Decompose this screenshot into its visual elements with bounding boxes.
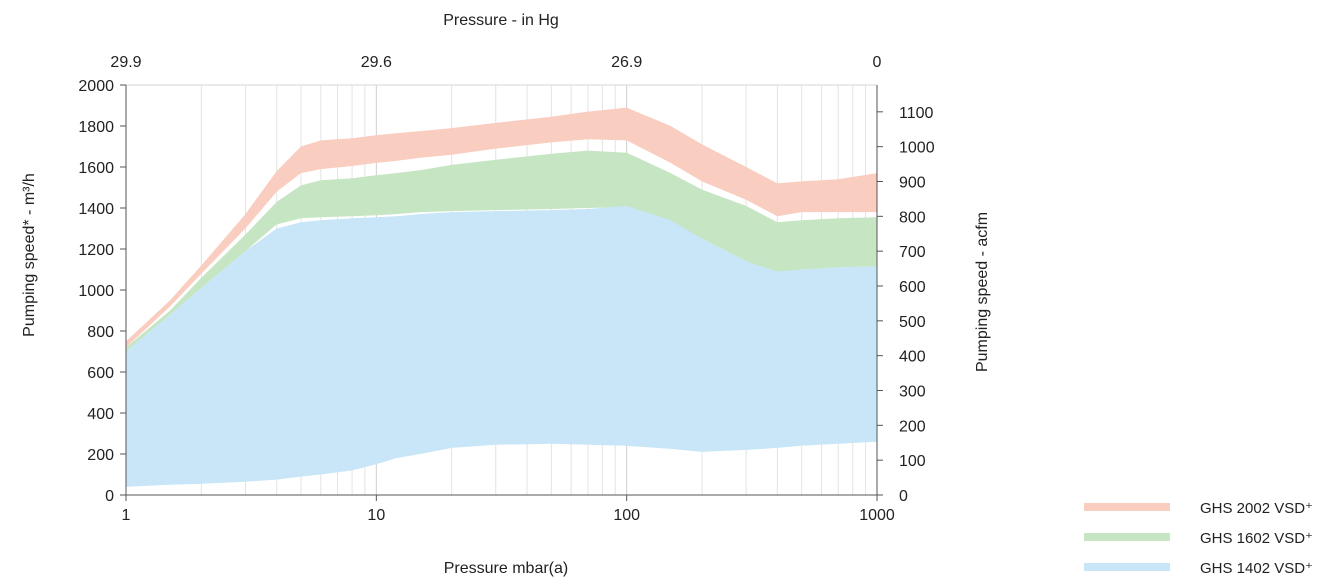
x-axis-title: Pressure mbar(a) xyxy=(444,560,568,577)
top-axis-title: Pressure - in Hg xyxy=(443,12,559,29)
x-tick-label: 100 xyxy=(613,507,640,524)
legend-label: GHS 2002 VSD⁺ xyxy=(1200,500,1313,517)
legend-label: GHS 1402 VSD⁺ xyxy=(1200,560,1313,577)
y-left-tick-label: 1400 xyxy=(78,201,114,218)
x2-tick-label: 0 xyxy=(873,54,882,71)
y-left-tick-label: 0 xyxy=(105,488,114,505)
y-axis-right-title: Pumping speed - acfm xyxy=(974,212,991,372)
x2-tick-label: 29.6 xyxy=(361,54,392,71)
x-tick-label: 1000 xyxy=(859,507,895,524)
y-left-tick-label: 1000 xyxy=(78,283,114,300)
y-right-tick-label: 900 xyxy=(899,174,926,191)
area-series-2 xyxy=(126,150,877,352)
legend: GHS 2002 VSD⁺ GHS 1602 VSD⁺ GHS 1402 VSD⁺ xyxy=(1084,500,1313,577)
y-right-tick-label: 1000 xyxy=(899,140,935,157)
y-right-tick-label: 200 xyxy=(899,418,926,435)
y-left-tick-label: 800 xyxy=(87,324,114,341)
y-left-tick-label: 200 xyxy=(87,447,114,464)
y-right-tick-label: 400 xyxy=(899,349,926,366)
y-left-tick-label: 600 xyxy=(87,365,114,382)
area-series-1 xyxy=(126,107,877,348)
x2-tick-label: 26.9 xyxy=(611,54,642,71)
y-right-tick-label: 700 xyxy=(899,244,926,261)
area-series-3 xyxy=(126,205,877,487)
series-areas xyxy=(126,107,877,487)
y-right-tick-label: 500 xyxy=(899,314,926,331)
y-left-tick-label: 2000 xyxy=(78,78,114,95)
y-left-tick-label: 1600 xyxy=(78,160,114,177)
legend-swatch xyxy=(1084,563,1170,571)
x-tick-label: 10 xyxy=(367,507,385,524)
legend-label: GHS 1602 VSD⁺ xyxy=(1200,530,1313,547)
y-right-tick-label: 300 xyxy=(899,383,926,400)
y-right-tick-label: 100 xyxy=(899,453,926,470)
y-right-tick-label: 800 xyxy=(899,209,926,226)
legend-swatch xyxy=(1084,533,1170,541)
x2-tick-label: 29.9 xyxy=(110,54,141,71)
y-left-tick-label: 400 xyxy=(87,406,114,423)
y-left-tick-label: 1800 xyxy=(78,119,114,136)
legend-swatch xyxy=(1084,503,1170,511)
y-right-tick-label: 1100 xyxy=(899,105,934,122)
y-right-tick-label: 0 xyxy=(899,488,908,505)
y-axis-left-title: Pumping speed* - m³/h xyxy=(21,173,38,337)
y-right-tick-label: 600 xyxy=(899,279,926,296)
x-tick-label: 1 xyxy=(122,507,131,524)
y-left-tick-label: 1200 xyxy=(78,242,114,259)
